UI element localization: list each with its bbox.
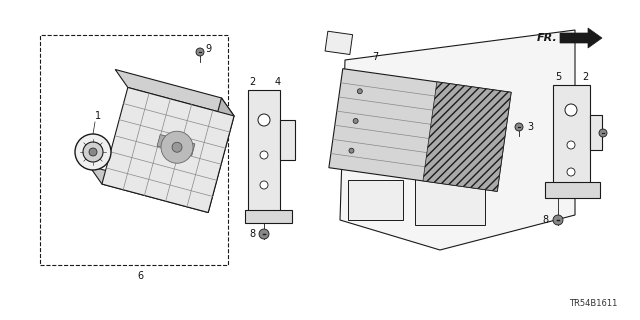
Text: 7: 7 bbox=[372, 52, 378, 62]
Polygon shape bbox=[157, 134, 195, 156]
Text: 1: 1 bbox=[95, 111, 101, 121]
Text: 2: 2 bbox=[249, 77, 255, 87]
Bar bbox=[40, 35, 228, 265]
Polygon shape bbox=[248, 90, 280, 215]
Polygon shape bbox=[545, 182, 600, 198]
Text: 8: 8 bbox=[249, 229, 255, 239]
Circle shape bbox=[89, 148, 97, 156]
Text: 6: 6 bbox=[137, 271, 143, 281]
Text: 4: 4 bbox=[275, 77, 281, 87]
Bar bbox=[348, 180, 403, 220]
Polygon shape bbox=[90, 166, 208, 212]
Polygon shape bbox=[560, 28, 602, 48]
Text: 8: 8 bbox=[542, 215, 548, 225]
Text: FR.: FR. bbox=[537, 33, 558, 43]
Text: 5: 5 bbox=[555, 72, 561, 82]
Polygon shape bbox=[423, 82, 511, 191]
Circle shape bbox=[161, 131, 193, 163]
Circle shape bbox=[196, 48, 204, 56]
Text: TR54B1611: TR54B1611 bbox=[568, 299, 617, 308]
Circle shape bbox=[357, 89, 362, 94]
Circle shape bbox=[172, 142, 182, 152]
Polygon shape bbox=[340, 30, 575, 250]
Circle shape bbox=[565, 104, 577, 116]
Polygon shape bbox=[115, 69, 234, 116]
Circle shape bbox=[567, 168, 575, 176]
Circle shape bbox=[599, 129, 607, 137]
Circle shape bbox=[515, 123, 523, 131]
Circle shape bbox=[83, 142, 103, 162]
Polygon shape bbox=[102, 87, 234, 212]
Polygon shape bbox=[245, 210, 292, 223]
Text: 3: 3 bbox=[527, 122, 533, 132]
Circle shape bbox=[349, 148, 354, 153]
Polygon shape bbox=[196, 98, 234, 212]
Bar bbox=[415, 175, 485, 225]
Polygon shape bbox=[553, 85, 590, 190]
Polygon shape bbox=[329, 69, 511, 191]
Circle shape bbox=[553, 215, 563, 225]
Polygon shape bbox=[590, 115, 602, 150]
Polygon shape bbox=[280, 120, 295, 160]
Polygon shape bbox=[325, 31, 353, 54]
Circle shape bbox=[258, 114, 270, 126]
Circle shape bbox=[260, 181, 268, 189]
Circle shape bbox=[353, 118, 358, 124]
Circle shape bbox=[567, 141, 575, 149]
Text: 2: 2 bbox=[582, 72, 588, 82]
Circle shape bbox=[75, 134, 111, 170]
Text: 9: 9 bbox=[205, 44, 211, 54]
Circle shape bbox=[260, 151, 268, 159]
Circle shape bbox=[259, 229, 269, 239]
